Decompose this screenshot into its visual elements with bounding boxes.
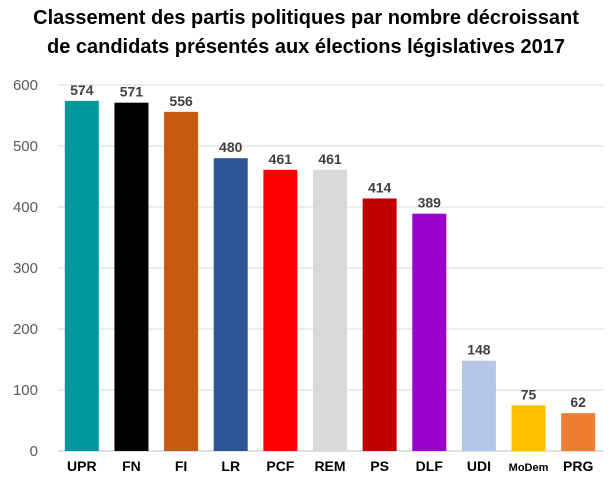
bars (64, 100, 596, 452)
category-label: PRG (563, 458, 593, 474)
bar-rem (313, 169, 347, 452)
y-tick-label: 600 (13, 77, 38, 94)
chart-title: Classement des partis politiques par nom… (0, 4, 612, 62)
category-label: DLF (416, 458, 444, 474)
bar-lr (213, 158, 248, 451)
category-label: LR (221, 458, 240, 474)
value-label: 574 (70, 82, 94, 98)
chart-title-line-1: Classement des partis politiques par nom… (33, 7, 579, 29)
category-label: FI (175, 458, 187, 474)
category-label: UDI (467, 458, 491, 474)
category-label: MoDem (509, 462, 549, 474)
category-labels: UPR FN FI LR PCF REM PS DLF UDI MoDem PRG (67, 458, 593, 474)
category-label: UPR (67, 458, 97, 474)
value-label: 461 (318, 151, 342, 167)
bar-fi (164, 111, 199, 451)
y-tick-label: 300 (13, 260, 38, 277)
value-label: 461 (269, 151, 293, 167)
value-label: 389 (418, 195, 442, 211)
y-tick-label: 400 (13, 199, 38, 216)
value-label: 556 (169, 93, 193, 109)
y-tick-label: 500 (13, 138, 38, 155)
category-label: PS (370, 458, 389, 474)
bar-fn (114, 102, 149, 451)
value-label: 62 (570, 394, 586, 410)
value-labels: 574 571 556 480 461 461 414 389 148 75 62 (70, 82, 586, 410)
bar-pcf (263, 169, 298, 452)
value-label: 480 (219, 139, 243, 155)
bar-modem (511, 405, 546, 451)
bar-udi (461, 360, 496, 451)
bar-upr (64, 100, 99, 452)
value-label: 75 (521, 386, 537, 402)
y-tick-label: 0 (30, 443, 38, 460)
bar-ps (362, 198, 397, 451)
value-label: 414 (368, 179, 392, 195)
bar-dlf (412, 213, 447, 451)
category-label: FN (122, 458, 141, 474)
category-label: REM (314, 458, 345, 474)
y-tick-label: 200 (13, 321, 38, 338)
chart-title-line-2: de candidats présentés aux élections lég… (46, 36, 566, 58)
value-label: 148 (467, 342, 491, 358)
y-axis-ticks: 0 100 200 300 400 500 600 (13, 77, 38, 460)
y-tick-label: 100 (13, 382, 38, 399)
category-label: PCF (266, 458, 294, 474)
bar-prg (561, 413, 596, 451)
value-label: 571 (120, 84, 144, 100)
